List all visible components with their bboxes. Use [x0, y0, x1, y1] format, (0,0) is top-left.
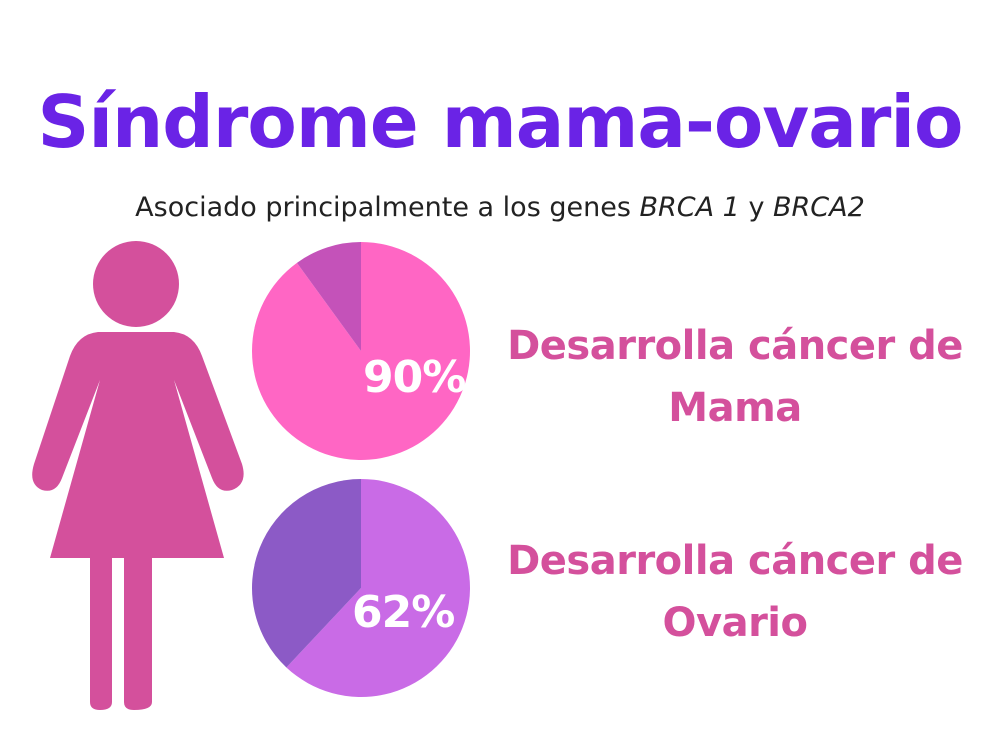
- description-breast-line1: Desarrolla cáncer de: [507, 323, 963, 369]
- subtitle-conjunction: y: [739, 192, 774, 223]
- pie-slice-ovary-rest: [252, 479, 361, 668]
- description-ovary-line1: Desarrolla cáncer de: [507, 538, 963, 584]
- page-title: Síndrome mama-ovario: [37, 80, 964, 164]
- pie-slice-breast-cancer: [251, 242, 470, 460]
- woman-head: [93, 241, 179, 327]
- pie-chart-breast: [251, 242, 470, 460]
- woman-icon: [32, 241, 244, 710]
- pie-slice-breast-rest: [296, 242, 361, 351]
- gene-brca2: BRCA2: [773, 192, 865, 223]
- pie-data-label-breast: 90%: [363, 352, 466, 403]
- description-ovary: Desarrolla cáncer de Ovario: [480, 530, 990, 654]
- pie-data-label-ovary: 62%: [352, 587, 455, 638]
- pie-slice-ovary-cancer: [286, 479, 470, 697]
- description-breast-line2: Mama: [668, 385, 802, 431]
- description-ovary-line2: Ovario: [662, 600, 809, 646]
- page-subtitle: Asociado principalmente a los genes BRCA…: [0, 188, 1000, 228]
- subtitle-prefix: Asociado principalmente a los genes: [135, 192, 640, 223]
- pie-chart-ovary: [252, 479, 470, 697]
- description-breast: Desarrolla cáncer de Mama: [480, 315, 990, 439]
- woman-body: [32, 332, 244, 710]
- gene-brca1: BRCA 1: [639, 192, 740, 223]
